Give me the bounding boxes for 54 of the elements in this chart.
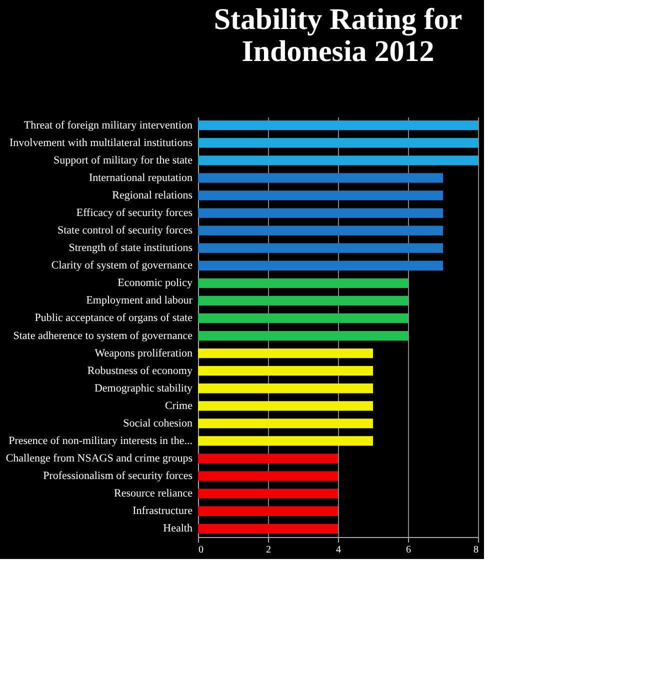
bar	[198, 190, 443, 200]
bar	[198, 120, 478, 130]
y-tick-label: Weapons proliferation	[94, 347, 193, 360]
bar	[198, 384, 373, 394]
y-tick-label: Crime	[165, 400, 193, 412]
y-tick-label: Support of military for the state	[54, 154, 193, 166]
bar	[198, 156, 478, 166]
y-tick-label: Economic policy	[118, 277, 193, 290]
y-tick-label: Presence of non-military interests in the...	[8, 434, 193, 447]
bar	[198, 366, 373, 376]
y-tick-label: Regional relations	[112, 189, 192, 202]
bar	[198, 260, 443, 270]
bar	[198, 436, 373, 446]
y-tick-label: Public acceptance of organs of state	[34, 312, 193, 324]
bar	[198, 471, 338, 481]
y-tick-label: Efficacy of security forces	[76, 207, 192, 220]
bar	[198, 138, 478, 148]
bar	[198, 348, 373, 358]
bar	[198, 243, 443, 253]
y-tick-label: Threat of foreign military intervention	[24, 119, 193, 132]
y-tick-label: Employment and labour	[86, 294, 193, 307]
bar	[198, 313, 408, 324]
y-tick-label: Clarity of system of governance	[51, 260, 193, 272]
bar	[198, 506, 338, 516]
y-tick-label: Robustness of economy	[87, 364, 193, 377]
y-tick-label: Challenge from NSAGS and crime groups	[6, 452, 192, 465]
y-tick-label: Resource reliance	[114, 488, 193, 500]
y-tick-label: Professionalism of security forces	[43, 470, 192, 482]
bar	[198, 173, 443, 183]
bar	[198, 401, 373, 411]
bar	[198, 454, 338, 464]
x-tick-label: 0	[198, 544, 204, 556]
x-tick-label: 2	[266, 544, 271, 556]
bar	[198, 488, 338, 498]
bar	[198, 226, 443, 236]
x-tick-label: 6	[406, 544, 411, 556]
x-tick-label: 8	[474, 544, 478, 556]
y-tick-label: Involvement with multilateral institutions	[9, 136, 192, 149]
bar	[198, 524, 338, 534]
y-tick-label: Demographic stability	[94, 382, 193, 394]
y-tick-label: Infrastructure	[132, 505, 193, 518]
x-tick-label: 4	[336, 544, 341, 556]
bar	[198, 278, 408, 288]
y-tick-label: Social cohesion	[123, 417, 193, 430]
bar	[198, 208, 443, 218]
y-tick-label: Strength of state institutions	[68, 242, 192, 254]
bar	[198, 296, 408, 306]
y-tick-label: State adherence to system of governance	[13, 330, 193, 342]
chart-title: Stability Rating for Indonesia 2012	[214, 3, 462, 68]
y-tick-label: International reputation	[88, 172, 193, 184]
bar	[198, 330, 408, 341]
y-tick-label: State control of security forces	[57, 224, 192, 237]
y-tick-label: Health	[163, 522, 193, 535]
bar	[198, 418, 373, 428]
